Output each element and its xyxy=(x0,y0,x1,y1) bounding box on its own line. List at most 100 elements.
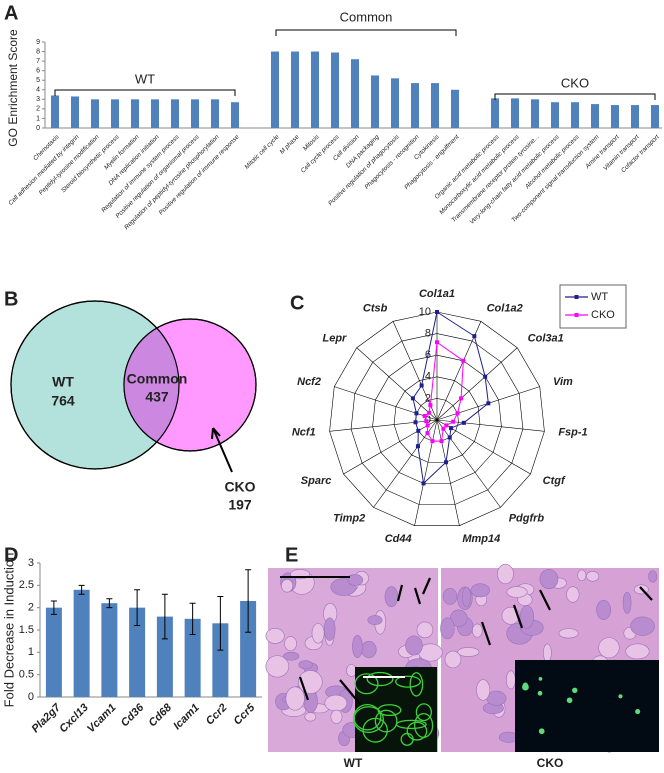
cell xyxy=(284,636,297,652)
fluorescence xyxy=(366,671,394,687)
cell xyxy=(457,647,480,657)
cell xyxy=(630,616,655,636)
bar xyxy=(240,600,257,697)
bar xyxy=(45,607,62,697)
axis-label: Col1a2 xyxy=(487,302,523,314)
cell xyxy=(384,586,399,608)
venn-outline xyxy=(123,318,257,452)
arrow xyxy=(211,427,233,473)
fluorescence xyxy=(353,706,384,734)
venn-intersection xyxy=(124,319,179,451)
x-tick-label: Vcam1 xyxy=(85,702,119,736)
radar-point xyxy=(483,374,488,379)
venn-label: WT xyxy=(52,374,74,390)
error-bar xyxy=(106,598,113,609)
bar xyxy=(156,616,173,697)
y-axis-title: GO Enrichment Score xyxy=(6,29,20,147)
radar-line xyxy=(412,311,489,485)
arrow xyxy=(639,586,653,601)
bar xyxy=(651,105,659,128)
bar xyxy=(101,603,118,697)
fluorescence xyxy=(374,709,398,733)
bar xyxy=(51,95,59,128)
bar xyxy=(351,59,359,129)
radar-point xyxy=(435,340,439,345)
bar xyxy=(71,96,79,128)
cell xyxy=(543,643,552,663)
panel-letter: B xyxy=(4,288,18,310)
x-tick-label: Ccr5 xyxy=(232,701,258,727)
bar xyxy=(231,102,239,128)
cell xyxy=(265,628,285,644)
cell xyxy=(598,637,620,659)
x-tick-label: M phase xyxy=(279,133,301,155)
axis-label: Fsp-1 xyxy=(558,427,587,439)
radar-point xyxy=(415,444,420,449)
error-bar xyxy=(245,569,252,633)
y-tick-label: 2 xyxy=(28,602,34,614)
bar xyxy=(91,99,99,128)
y-tick-label: 0.5 xyxy=(19,669,34,681)
bar xyxy=(291,51,299,128)
y-tick-label: 9 xyxy=(36,39,40,46)
venn-outline xyxy=(10,300,180,470)
bar xyxy=(571,102,579,128)
spoke xyxy=(436,419,501,508)
radar-point xyxy=(430,439,435,444)
arrow xyxy=(480,621,492,646)
cell xyxy=(285,686,305,711)
cell xyxy=(497,563,514,585)
cell xyxy=(265,655,290,678)
x-tick-label: Vitamin transport xyxy=(602,133,641,172)
cell xyxy=(501,606,520,625)
fluorescence xyxy=(618,694,623,699)
bar xyxy=(129,607,146,697)
bar xyxy=(411,83,419,128)
cell xyxy=(311,623,325,644)
x-tick-label: Cxcl13 xyxy=(57,702,91,736)
group-label: CKO xyxy=(561,75,589,90)
spoke xyxy=(334,386,438,421)
axis-label: Ctgf xyxy=(543,475,566,487)
x-tick-label: Cofactor transport xyxy=(620,133,661,174)
bar xyxy=(451,89,459,128)
cell xyxy=(505,670,516,690)
radar-point xyxy=(461,420,466,425)
venn-label: 197 xyxy=(228,497,252,513)
bar xyxy=(591,104,599,128)
bar xyxy=(212,623,229,697)
cell xyxy=(470,583,490,598)
axis-label: Timp2 xyxy=(333,513,365,525)
x-tick-label: Ccr2 xyxy=(204,702,230,728)
cell xyxy=(405,635,423,656)
cell xyxy=(506,586,528,598)
cell xyxy=(352,635,363,658)
arrow xyxy=(298,676,310,701)
legend-marker xyxy=(574,295,579,299)
grid-ring xyxy=(350,333,524,505)
bar xyxy=(191,99,199,128)
radar-point xyxy=(439,439,444,444)
error-bar xyxy=(134,589,141,627)
radar-point xyxy=(414,411,419,416)
venn-label: 764 xyxy=(51,393,75,409)
axis-label: Ncf1 xyxy=(292,427,316,439)
x-tick-label: Mitosis xyxy=(302,133,321,152)
radar-point xyxy=(413,420,418,425)
cell xyxy=(648,570,658,583)
cell xyxy=(444,650,462,669)
cell xyxy=(416,621,434,639)
cell xyxy=(471,623,483,638)
axis-label: Ncf2 xyxy=(297,376,321,388)
x-tick-label: Myelin formation xyxy=(103,133,141,171)
image-label: CKO xyxy=(537,756,564,770)
bar xyxy=(151,99,159,128)
micrographs xyxy=(265,563,659,753)
axis-label: Ctsb xyxy=(363,302,388,314)
legend-label: WT xyxy=(591,291,608,303)
axis-label: Sparc xyxy=(301,475,332,487)
y-tick-label: 0 xyxy=(28,691,34,703)
x-tick-label: Icam1 xyxy=(171,702,202,733)
x-tick-label: Cd36 xyxy=(119,701,147,729)
